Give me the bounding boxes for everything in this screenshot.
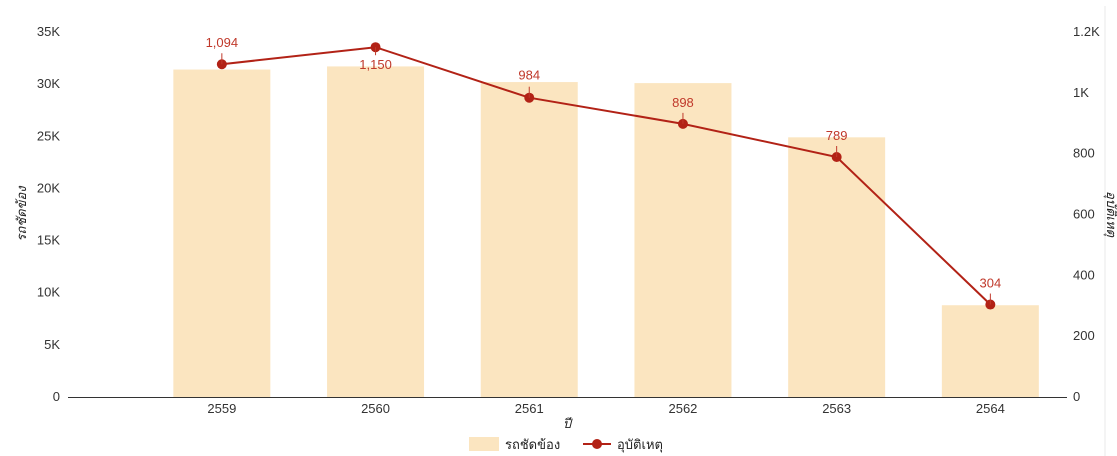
left-axis-title: รถชัดข้อง: [15, 185, 30, 242]
right-axis-ticks: 0 200 400 600 800 1K 1.2K: [1073, 24, 1100, 404]
left-tick-label: 5K: [44, 337, 60, 352]
right-tick-label: 0: [1073, 389, 1080, 404]
data-label-2559: 1,094: [206, 35, 239, 50]
left-tick-label: 0: [53, 389, 60, 404]
line-data-labels: 1,094 1,150 984 898 789 304: [206, 35, 1001, 305]
bar-2559[interactable]: [173, 69, 271, 398]
x-tick-label: 2560: [361, 401, 390, 416]
data-label-2561: 984: [518, 68, 540, 83]
bar-series: [173, 66, 1039, 398]
legend-label-bar[interactable]: รถชัดข้อง: [505, 438, 560, 453]
legend-swatch-bar[interactable]: [469, 437, 499, 451]
left-tick-label: 20K: [37, 180, 60, 195]
bar-2563[interactable]: [788, 137, 886, 398]
x-tick-label: 2563: [822, 401, 851, 416]
right-tick-label: 1.2K: [1073, 24, 1100, 39]
data-label-2563: 789: [826, 128, 848, 143]
x-tick-label: 2559: [207, 401, 236, 416]
left-tick-label: 35K: [37, 24, 60, 39]
x-axis-ticks: 2559 2560 2561 2562 2563 2564: [207, 401, 1004, 416]
legend-swatch-marker: [592, 439, 602, 449]
right-tick-label: 1K: [1073, 85, 1089, 100]
x-tick-label: 2564: [976, 401, 1005, 416]
data-label-2562: 898: [672, 95, 694, 110]
accident-line: [221, 46, 992, 306]
legend: รถชัดข้อง อุบัติเหตุ: [469, 437, 663, 453]
point-2562[interactable]: [677, 118, 688, 129]
legend-label-line[interactable]: อุบัติเหตุ: [617, 438, 663, 453]
bar-2562[interactable]: [634, 83, 732, 397]
left-tick-label: 25K: [37, 128, 60, 143]
right-tick-label: 200: [1073, 328, 1095, 343]
data-label-2560: 1,150: [359, 57, 392, 72]
data-label-2564: 304: [979, 276, 1001, 291]
right-axis-title: อุบัติเหตุ: [1103, 191, 1117, 238]
bar-2561[interactable]: [480, 82, 578, 398]
left-tick-label: 30K: [37, 76, 60, 91]
left-tick-label: 10K: [37, 285, 60, 300]
x-tick-label: 2562: [668, 401, 697, 416]
right-tick-label: 400: [1073, 267, 1095, 282]
left-axis-ticks: 0 5K 10K 15K 20K 25K 30K 35K: [37, 24, 60, 404]
bar-2560[interactable]: [327, 66, 425, 398]
right-tick-label: 600: [1073, 207, 1095, 222]
left-tick-label: 15K: [37, 233, 60, 248]
x-tick-label: 2561: [515, 401, 544, 416]
x-axis-title: ปี: [563, 416, 573, 432]
right-tick-label: 800: [1073, 146, 1095, 161]
bar-2564[interactable]: [941, 305, 1039, 397]
